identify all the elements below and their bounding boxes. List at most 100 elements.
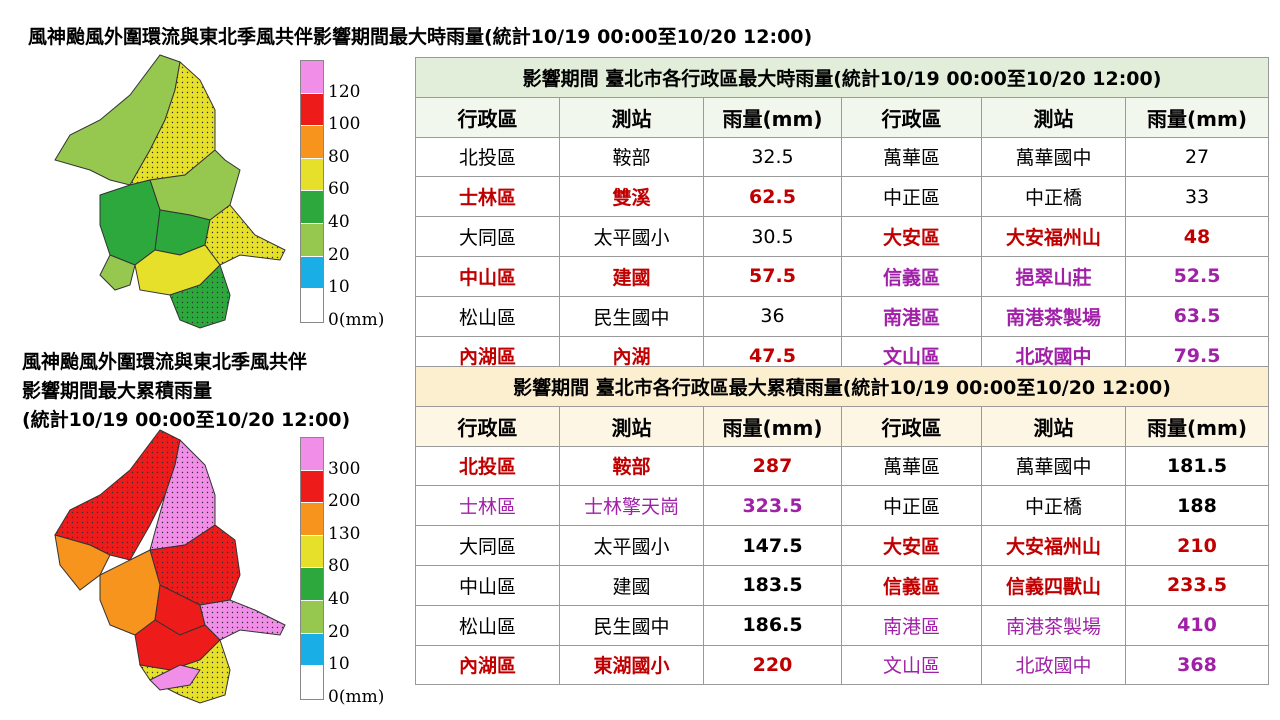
table-cell: 410 xyxy=(1124,604,1270,646)
table-row: 松山區 民生國中 186.5 南港區 南港茶製場 410 xyxy=(415,604,1270,646)
table-cell: 建國 xyxy=(559,255,704,297)
table-row: 內湖區 東湖國小 220 文山區 北政國中 368 xyxy=(415,644,1270,686)
hourly-legend xyxy=(300,60,324,323)
table-cell: 挹翠山莊 xyxy=(981,255,1126,297)
accum-rainfall-table: 影響期間 臺北市各行政區最大累積雨量(統計10/19 00:00至10/20 1… xyxy=(414,366,1270,686)
accum-map-title: 風神颱風外圍環流與東北季風共伴 影響期間最大累積雨量 (統計10/19 00:0… xyxy=(22,348,350,435)
table-cell: 東湖國小 xyxy=(559,644,704,686)
table-cell: 中山區 xyxy=(415,255,560,297)
table-cell: 萬華區 xyxy=(841,445,982,487)
table-header-row: 行政區 測站 雨量(mm) 行政區 測站 雨量(mm) xyxy=(415,405,1270,447)
table-cell: 183.5 xyxy=(703,564,842,606)
table-row: 大同區 太平國小 30.5 大安區 大安福州山 48 xyxy=(415,216,1270,257)
table-cell: 36 xyxy=(703,295,842,337)
table-cell: 323.5 xyxy=(703,485,842,527)
column-header: 雨量(mm) xyxy=(1124,96,1270,138)
table-cell: 30.5 xyxy=(703,216,842,257)
table-row: 北投區 鞍部 287 萬華區 萬華國中 181.5 xyxy=(415,445,1270,487)
legend-swatch xyxy=(301,666,323,699)
table-cell: 287 xyxy=(703,445,842,487)
table-cell: 鞍部 xyxy=(559,445,704,487)
table-cell: 大同區 xyxy=(415,216,560,257)
accum-table-caption: 影響期間 臺北市各行政區最大累積雨量(統計10/19 00:00至10/20 1… xyxy=(414,366,1270,407)
legend-swatch xyxy=(301,223,323,257)
table-cell: 62.5 xyxy=(703,176,842,218)
table-cell: 大安福州山 xyxy=(981,216,1126,257)
table-cell: 萬華區 xyxy=(841,136,982,178)
table-cell: 太平國小 xyxy=(559,525,704,566)
table-cell: 中正橋 xyxy=(981,485,1126,527)
table-cell: 大安區 xyxy=(841,216,982,257)
legend-tick-label: 10 xyxy=(328,654,350,675)
legend-tick-label: 80 xyxy=(328,556,350,577)
legend-tick-label: 200 xyxy=(328,491,361,512)
table-cell: 北投區 xyxy=(415,136,560,178)
accum-title-line2: 影響期間最大累積雨量 xyxy=(22,380,213,402)
table-cell: 52.5 xyxy=(1124,255,1270,297)
column-header: 雨量(mm) xyxy=(703,405,842,447)
table-row: 北投區 鞍部 32.5 萬華區 萬華國中 27 xyxy=(415,136,1270,178)
legend-tick-label: 60 xyxy=(328,179,350,200)
table-cell: 民生國中 xyxy=(559,295,704,337)
table-cell: 北投區 xyxy=(415,445,560,487)
legend-tick-label: 80 xyxy=(328,146,350,167)
table-cell: 大安區 xyxy=(841,525,982,566)
table-cell: 信義四獸山 xyxy=(981,564,1126,606)
column-header: 雨量(mm) xyxy=(1124,405,1270,447)
table-cell: 中正區 xyxy=(841,176,982,218)
table-cell: 中山區 xyxy=(415,564,560,606)
legend-swatch xyxy=(301,535,323,569)
accum-legend xyxy=(300,437,324,700)
legend-tick-label: 20 xyxy=(328,621,350,642)
column-header: 測站 xyxy=(981,405,1126,447)
table-cell: 民生國中 xyxy=(559,604,704,646)
legend-swatch xyxy=(301,633,323,667)
table-cell: 147.5 xyxy=(703,525,842,566)
legend-tick-label: 0(mm) xyxy=(328,309,385,330)
table-cell: 雙溪 xyxy=(559,176,704,218)
table-row: 中山區 建國 183.5 信義區 信義四獸山 233.5 xyxy=(415,564,1270,606)
table-cell: 57.5 xyxy=(703,255,842,297)
legend-swatch xyxy=(301,256,323,290)
column-header: 行政區 xyxy=(841,405,982,447)
table-cell: 27 xyxy=(1124,136,1270,178)
legend-swatch xyxy=(301,126,323,159)
hourly-map-title: 風神颱風外圍環流與東北季風共伴影響期間最大時雨量(統計10/19 00:00至1… xyxy=(28,26,813,48)
table-cell: 文山區 xyxy=(841,644,982,686)
table-cell: 南港區 xyxy=(841,295,982,337)
legend-swatch xyxy=(301,600,323,634)
table-cell: 181.5 xyxy=(1124,445,1270,487)
table-cell: 南港茶製場 xyxy=(981,604,1126,646)
table-cell: 鞍部 xyxy=(559,136,704,178)
hourly-rainfall-table: 影響期間 臺北市各行政區最大時雨量(統計10/19 00:00至10/20 12… xyxy=(414,57,1270,377)
table-cell: 33 xyxy=(1124,176,1270,218)
legend-tick-label: 120 xyxy=(328,81,361,102)
legend-swatch xyxy=(301,191,323,224)
legend-tick-label: 300 xyxy=(328,458,361,479)
table-cell: 中正區 xyxy=(841,485,982,527)
legend-swatch xyxy=(301,438,323,471)
hourly-table-caption: 影響期間 臺北市各行政區最大時雨量(統計10/19 00:00至10/20 12… xyxy=(414,57,1270,98)
accum-title-line1: 風神颱風外圍環流與東北季風共伴 xyxy=(22,351,308,373)
table-cell: 63.5 xyxy=(1124,295,1270,337)
table-cell: 中正橋 xyxy=(981,176,1126,218)
accum-rainfall-map xyxy=(54,429,286,704)
table-cell: 188 xyxy=(1124,485,1270,527)
legend-swatch xyxy=(301,158,323,192)
accum-title-line3: (統計10/19 00:00至10/20 12:00) xyxy=(22,409,351,431)
table-cell: 220 xyxy=(703,644,842,686)
legend-tick-label: 40 xyxy=(328,212,350,232)
table-cell: 士林擎天崗 xyxy=(559,485,704,527)
table-cell: 210 xyxy=(1124,525,1270,566)
column-header: 行政區 xyxy=(415,405,560,447)
column-header: 行政區 xyxy=(841,96,982,138)
table-cell: 南港區 xyxy=(841,604,982,646)
table-cell: 大安福州山 xyxy=(981,525,1126,566)
table-row: 松山區 民生國中 36 南港區 南港茶製場 63.5 xyxy=(415,295,1270,337)
legend-tick-label: 0(mm) xyxy=(328,686,385,707)
table-cell: 松山區 xyxy=(415,295,560,337)
table-header-row: 行政區 測站 雨量(mm) 行政區 測站 雨量(mm) xyxy=(415,96,1270,138)
table-cell: 信義區 xyxy=(841,564,982,606)
column-header: 測站 xyxy=(559,405,704,447)
column-header: 行政區 xyxy=(415,96,560,138)
